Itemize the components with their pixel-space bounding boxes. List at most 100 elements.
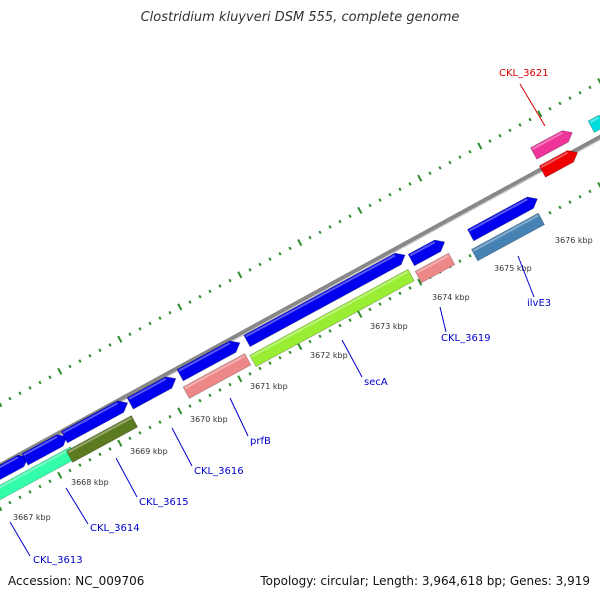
gene-feature[interactable] <box>0 451 31 488</box>
tick-mark <box>177 407 183 415</box>
tick-mark <box>28 490 32 494</box>
tick-mark <box>68 364 72 369</box>
tick-label: 3676 kbp <box>555 236 593 245</box>
gene-features <box>0 112 600 502</box>
tick-mark <box>177 303 183 311</box>
tick-mark <box>438 166 442 170</box>
tick-mark <box>537 110 543 118</box>
tick-mark <box>378 198 382 202</box>
tick-mark <box>518 123 522 127</box>
cog-bar[interactable] <box>182 353 252 399</box>
tick-label: 3670 kbp <box>190 415 228 424</box>
gene-feature[interactable] <box>587 112 600 134</box>
scale-labels: 3667 kbp 3668 kbp 3669 kbp 3670 kbp 3671… <box>13 236 593 522</box>
gene-label-ilve3[interactable]: ilvE3 <box>527 298 551 309</box>
gene-feature-seca[interactable] <box>243 249 408 348</box>
tick-mark <box>568 200 572 204</box>
tick-mark <box>388 296 392 301</box>
tick-mark <box>458 155 462 159</box>
gene-label-ckl3613[interactable]: CKL_3613 <box>33 555 83 566</box>
feature-highlight <box>184 354 246 390</box>
tick-mark <box>148 425 152 430</box>
gene-feature[interactable] <box>407 236 448 267</box>
tick-label: 3674 kbp <box>432 293 470 302</box>
tick-label: 3673 kbp <box>370 322 408 331</box>
gene-label-seca[interactable]: secA <box>364 377 388 388</box>
tick-mark <box>448 160 452 165</box>
feature-highlight <box>245 254 396 338</box>
tick-mark <box>408 286 412 290</box>
cog-bar[interactable] <box>65 415 139 463</box>
tick-mark <box>417 174 423 182</box>
tick-mark <box>168 310 172 315</box>
tick-mark <box>398 187 402 192</box>
tick-mark <box>88 457 92 462</box>
gene-feature[interactable] <box>126 373 179 410</box>
tick-mark <box>368 307 372 312</box>
tick-mark <box>318 334 322 339</box>
tick-mark <box>138 431 142 435</box>
tick-mark <box>468 149 472 154</box>
cog-bar[interactable] <box>414 252 456 284</box>
tick-mark <box>588 189 592 194</box>
feature-highlight <box>589 116 600 124</box>
tick-mark <box>558 205 562 210</box>
gene-label-ckl3619[interactable]: CKL_3619 <box>441 333 491 344</box>
tick-mark <box>98 452 102 457</box>
tick-mark <box>228 278 232 283</box>
feature-highlight <box>472 214 539 252</box>
tick-mark <box>268 257 272 261</box>
tick-mark <box>218 388 222 392</box>
cog-bar[interactable] <box>470 212 546 262</box>
tick-mark <box>28 386 32 390</box>
tick-mark <box>278 251 282 256</box>
tick-mark <box>68 468 72 473</box>
tick-mark <box>578 194 582 199</box>
tick-mark <box>128 436 132 441</box>
tick-mark <box>388 192 392 197</box>
gene-label-ckl3616[interactable]: CKL_3616 <box>194 466 244 477</box>
tick-mark <box>558 101 562 106</box>
tick-mark <box>417 278 423 286</box>
tick-label: 3669 kbp <box>130 447 168 456</box>
tick-mark <box>38 484 42 489</box>
tick-mark <box>258 366 262 371</box>
gene-feature[interactable] <box>21 431 70 466</box>
gene-label-ckl3621[interactable]: CKL_3621 <box>499 68 549 79</box>
gene-label-ckl3614[interactable]: CKL_3614 <box>90 523 140 534</box>
feature-highlight <box>128 378 167 400</box>
tick-mark <box>158 420 162 424</box>
tick-mark <box>237 375 243 383</box>
tick-mark <box>308 339 312 344</box>
tick-mark <box>218 284 222 288</box>
tick-mark <box>18 391 22 396</box>
tick-mark <box>338 219 342 224</box>
tick-mark <box>78 463 82 467</box>
gene-label-ckl3615[interactable]: CKL_3615 <box>139 497 189 508</box>
tick-mark <box>108 343 112 347</box>
feature-highlight <box>251 270 409 358</box>
tick-mark <box>208 393 212 398</box>
tick-mark <box>128 332 132 337</box>
gene-label-prfb[interactable]: prfB <box>250 436 271 447</box>
tick-mark <box>117 439 123 447</box>
gene-feature[interactable] <box>60 397 130 444</box>
tick-mark <box>348 214 352 218</box>
feature-highlight <box>468 198 528 232</box>
tick-mark <box>188 404 192 408</box>
tick-mark <box>117 335 123 343</box>
tick-mark <box>48 375 52 379</box>
cog-bar[interactable] <box>538 147 580 178</box>
tick-mark <box>318 230 322 235</box>
tick-mark <box>488 139 492 143</box>
feature-highlight <box>178 342 231 372</box>
cog-bar[interactable] <box>249 268 415 368</box>
gene-feature[interactable] <box>466 193 541 242</box>
gene-feature[interactable] <box>176 337 243 382</box>
tick-mark <box>198 294 202 299</box>
tick-mark <box>428 171 432 176</box>
tick-mark <box>378 302 382 306</box>
feature-highlight <box>409 241 436 257</box>
gene-feature-ckl3621[interactable] <box>530 127 576 160</box>
gene-labels: CKL_3613 CKL_3614 CKL_3615 CKL_3616 prfB… <box>33 68 551 566</box>
